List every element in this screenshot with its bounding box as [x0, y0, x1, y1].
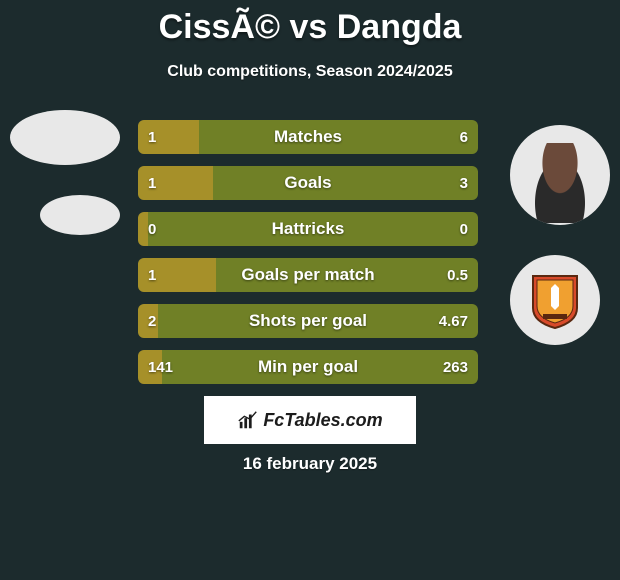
- stat-value-left: 141: [148, 350, 173, 384]
- stat-value-left: 1: [148, 166, 156, 200]
- brand-badge: FcTables.com: [204, 396, 416, 444]
- page-subtitle: Club competitions, Season 2024/2025: [0, 63, 620, 81]
- stat-value-right: 0: [460, 212, 468, 246]
- stat-value-left: 2: [148, 304, 156, 338]
- stat-value-right: 0.5: [447, 258, 468, 292]
- stat-label: Goals per match: [138, 258, 478, 292]
- player-silhouette-icon: [525, 143, 595, 223]
- player2-avatar: [510, 125, 610, 225]
- date-label: 16 february 2025: [0, 454, 620, 474]
- player1-club-crest: [40, 195, 120, 235]
- stat-value-left: 0: [148, 212, 156, 246]
- stat-label: Goals: [138, 166, 478, 200]
- stat-row: Hattricks0 0: [138, 212, 478, 246]
- player1-avatars: [10, 110, 120, 235]
- stat-row: Shots per goal2 4.67: [138, 304, 478, 338]
- stat-label: Matches: [138, 120, 478, 154]
- stat-row: Min per goal141 263: [138, 350, 478, 384]
- stat-row: Goals1 3: [138, 166, 478, 200]
- stats-bars: Matches16Goals13Hattricks00Goals per mat…: [138, 120, 478, 384]
- club-crest-icon: [529, 270, 581, 330]
- stat-row: Matches1 6: [138, 120, 478, 154]
- chart-icon: [237, 409, 259, 431]
- player2-avatars: [510, 125, 610, 345]
- stat-value-left: 1: [148, 258, 156, 292]
- stat-value-right: 6: [460, 120, 468, 154]
- stat-value-left: 1: [148, 120, 156, 154]
- stat-value-right: 263: [443, 350, 468, 384]
- player2-club-crest: [510, 255, 600, 345]
- stat-label: Shots per goal: [138, 304, 478, 338]
- stat-label: Min per goal: [138, 350, 478, 384]
- player1-avatar: [10, 110, 120, 165]
- stat-value-right: 4.67: [439, 304, 468, 338]
- stat-row: Goals per match1 0.5: [138, 258, 478, 292]
- stat-label: Hattricks: [138, 212, 478, 246]
- brand-text: FcTables.com: [263, 410, 382, 431]
- stat-value-right: 3: [460, 166, 468, 200]
- page-title: CissÃ© vs Dangda: [0, 0, 620, 47]
